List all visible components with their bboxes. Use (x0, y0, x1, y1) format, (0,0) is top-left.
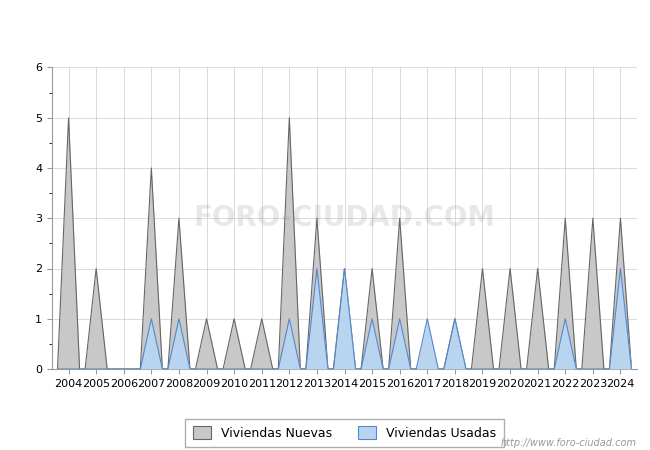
Text: http://www.foro-ciudad.com: http://www.foro-ciudad.com (501, 438, 637, 448)
Text: Paniza - Evolucion del Nº de Transacciones Inmobiliarias: Paniza - Evolucion del Nº de Transaccion… (119, 13, 531, 28)
Legend: Viviendas Nuevas, Viviendas Usadas: Viviendas Nuevas, Viviendas Usadas (185, 418, 504, 447)
Text: FORO-CIUDAD.COM: FORO-CIUDAD.COM (194, 204, 495, 232)
